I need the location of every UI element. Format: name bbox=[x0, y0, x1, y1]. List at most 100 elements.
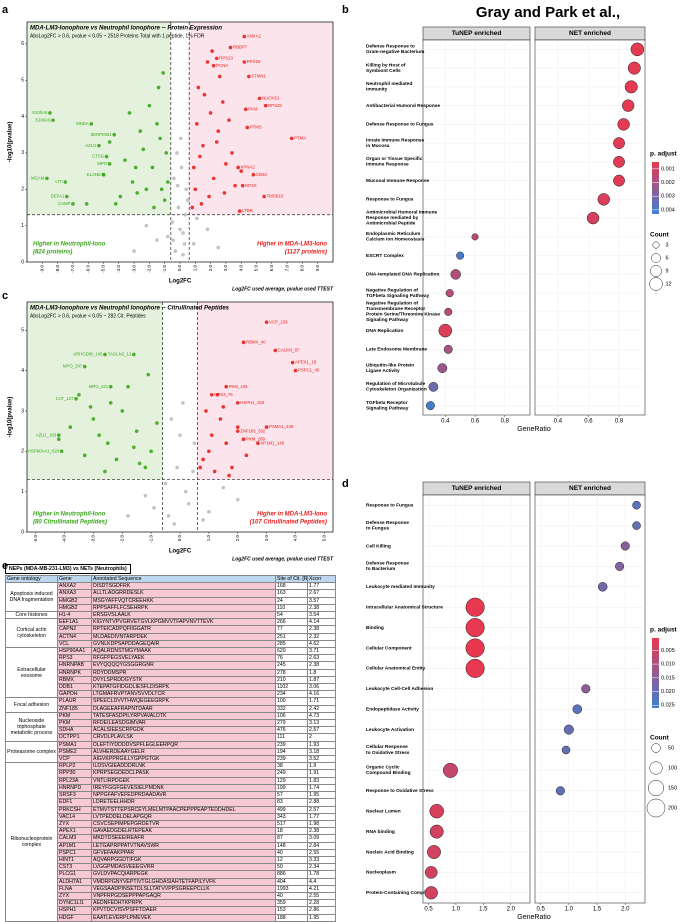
x-axis-label: GeneRatio bbox=[517, 914, 551, 921]
point bbox=[104, 154, 109, 159]
point-label: PSMA1_239 bbox=[269, 424, 294, 429]
point bbox=[165, 180, 170, 184]
point-label: RPS3_76 bbox=[214, 392, 233, 397]
cell: 245 bbox=[275, 661, 308, 670]
point bbox=[176, 205, 181, 210]
dot bbox=[450, 269, 461, 280]
cell: PLAUR bbox=[57, 697, 92, 706]
point bbox=[146, 372, 151, 377]
point bbox=[103, 469, 107, 474]
point-label: CAMP bbox=[58, 201, 71, 206]
color-tick-label: 0.020 bbox=[661, 689, 675, 695]
category-label: Defense Response to Bacterium bbox=[366, 561, 409, 573]
point bbox=[209, 433, 214, 437]
point-label: DEFA1 bbox=[51, 194, 65, 199]
point bbox=[230, 465, 234, 470]
category-label: Cellular Anatomical Entity bbox=[366, 666, 426, 672]
size-key bbox=[652, 241, 660, 249]
cell: 199 bbox=[275, 783, 308, 793]
point bbox=[207, 510, 211, 514]
point bbox=[172, 522, 177, 526]
y-tick-label: 3 bbox=[21, 408, 24, 414]
cell: 3.13 bbox=[307, 719, 336, 728]
cell: 106 bbox=[275, 711, 308, 721]
cell: AQVARPGGDTIFGK bbox=[91, 855, 276, 865]
point bbox=[290, 360, 295, 365]
x-tick-label: -9.0 bbox=[39, 265, 44, 273]
size-legend-title: Count bbox=[650, 735, 670, 742]
dot bbox=[444, 307, 453, 316]
point bbox=[97, 433, 101, 437]
cell: 2 bbox=[307, 733, 336, 742]
category-label: Cellular Response to Oxidative Stress bbox=[366, 745, 410, 757]
x-tick-label: -4.0 bbox=[62, 535, 67, 543]
cell: 40 bbox=[275, 891, 308, 901]
cell: 2.32 bbox=[307, 632, 336, 641]
dot bbox=[572, 704, 583, 714]
cell: AEDNFEDHTKPRPK bbox=[91, 899, 276, 908]
x-tick-label: 3.0 bbox=[264, 535, 269, 542]
x-tick-label: 0.4 bbox=[554, 419, 563, 425]
row: PRKCSH ETMVTSTTEPSRCEYLMELMTPAACPEPPPEAPT… bbox=[6, 805, 336, 814]
point bbox=[135, 191, 139, 195]
category-label: Endopeptidase Activity bbox=[366, 706, 419, 712]
point bbox=[204, 409, 208, 413]
point bbox=[162, 198, 167, 202]
group-cell: Core histones bbox=[5, 611, 58, 620]
point bbox=[289, 136, 294, 141]
category-label: Defense Response to Fungus bbox=[366, 520, 409, 532]
point-label: ANXA2 bbox=[247, 34, 262, 39]
point bbox=[190, 205, 195, 210]
cell: VNPFRPGDSEPPPAPGAQR bbox=[91, 891, 276, 901]
point bbox=[120, 409, 125, 413]
cell: AP1M1 bbox=[57, 841, 92, 850]
row: Ribonucleoprotein complex RPLP2 ILDSVGIEAD… bbox=[5, 762, 336, 922]
point-label: ZNF185_332 bbox=[240, 428, 266, 433]
cell: 3.71 bbox=[307, 647, 336, 656]
point-label: RBMX_40 bbox=[246, 339, 266, 344]
x-tick-label: 0.6 bbox=[471, 419, 480, 425]
cell: 168 bbox=[275, 582, 308, 591]
dot bbox=[425, 401, 435, 411]
point bbox=[152, 205, 156, 210]
group-cell: Apoptosis induced DNA fragmentation bbox=[5, 582, 58, 613]
point bbox=[195, 122, 199, 126]
cell: RFDEILEASDGIMVAR bbox=[91, 719, 276, 728]
size-key bbox=[649, 277, 663, 291]
point-label: APEX1_18 bbox=[295, 360, 317, 365]
plot-subtitle: AbsLog2FC > 0.6, pvalue < 0.05 ~ 282 Cit… bbox=[30, 313, 146, 319]
row: SRSF3 NPPGFAFVEFEDPRDAADAVR 57 1.95 bbox=[6, 791, 336, 800]
point-label: MNDA bbox=[76, 121, 89, 126]
panel-letter: b bbox=[342, 4, 349, 16]
point bbox=[183, 489, 188, 494]
color-tick-label: 0.025 bbox=[661, 703, 675, 709]
point bbox=[211, 176, 216, 181]
point bbox=[262, 194, 266, 199]
cell: ACALSIEESCRPGDK bbox=[91, 726, 276, 735]
size-key-label: 9 bbox=[666, 268, 669, 274]
cell: 517 bbox=[275, 819, 308, 829]
cell: 3.09 bbox=[307, 834, 336, 843]
color-tick-label: 0.004 bbox=[661, 207, 675, 213]
point bbox=[88, 405, 93, 409]
cell: HDGF bbox=[57, 913, 92, 922]
x-tick-label: -4.0 bbox=[116, 265, 121, 273]
plot-border bbox=[26, 301, 334, 533]
cell: 83 bbox=[275, 798, 308, 807]
cell: ALVHERDEAAYGELR bbox=[91, 747, 276, 757]
point bbox=[216, 245, 221, 250]
size-key bbox=[649, 761, 663, 775]
x-tick-label: -1.0 bbox=[162, 265, 167, 273]
point bbox=[126, 384, 130, 389]
point bbox=[181, 401, 185, 405]
point bbox=[186, 501, 191, 506]
point-label: PKM_289 bbox=[246, 436, 265, 441]
point bbox=[257, 96, 262, 101]
y-tick-label: 4 bbox=[21, 114, 24, 120]
x-tick-label: 9.0 bbox=[315, 265, 320, 272]
color-legend-title: p. adjust bbox=[650, 151, 678, 158]
row: Core histones H1-4 ERSGVSLAALK 54 3.54 bbox=[5, 611, 336, 620]
dot bbox=[615, 561, 625, 571]
row: RPP30 KPRPSEGDEDCLPASK 249 1.91 bbox=[6, 769, 336, 778]
x-tick-label: 2.0 bbox=[235, 535, 240, 542]
